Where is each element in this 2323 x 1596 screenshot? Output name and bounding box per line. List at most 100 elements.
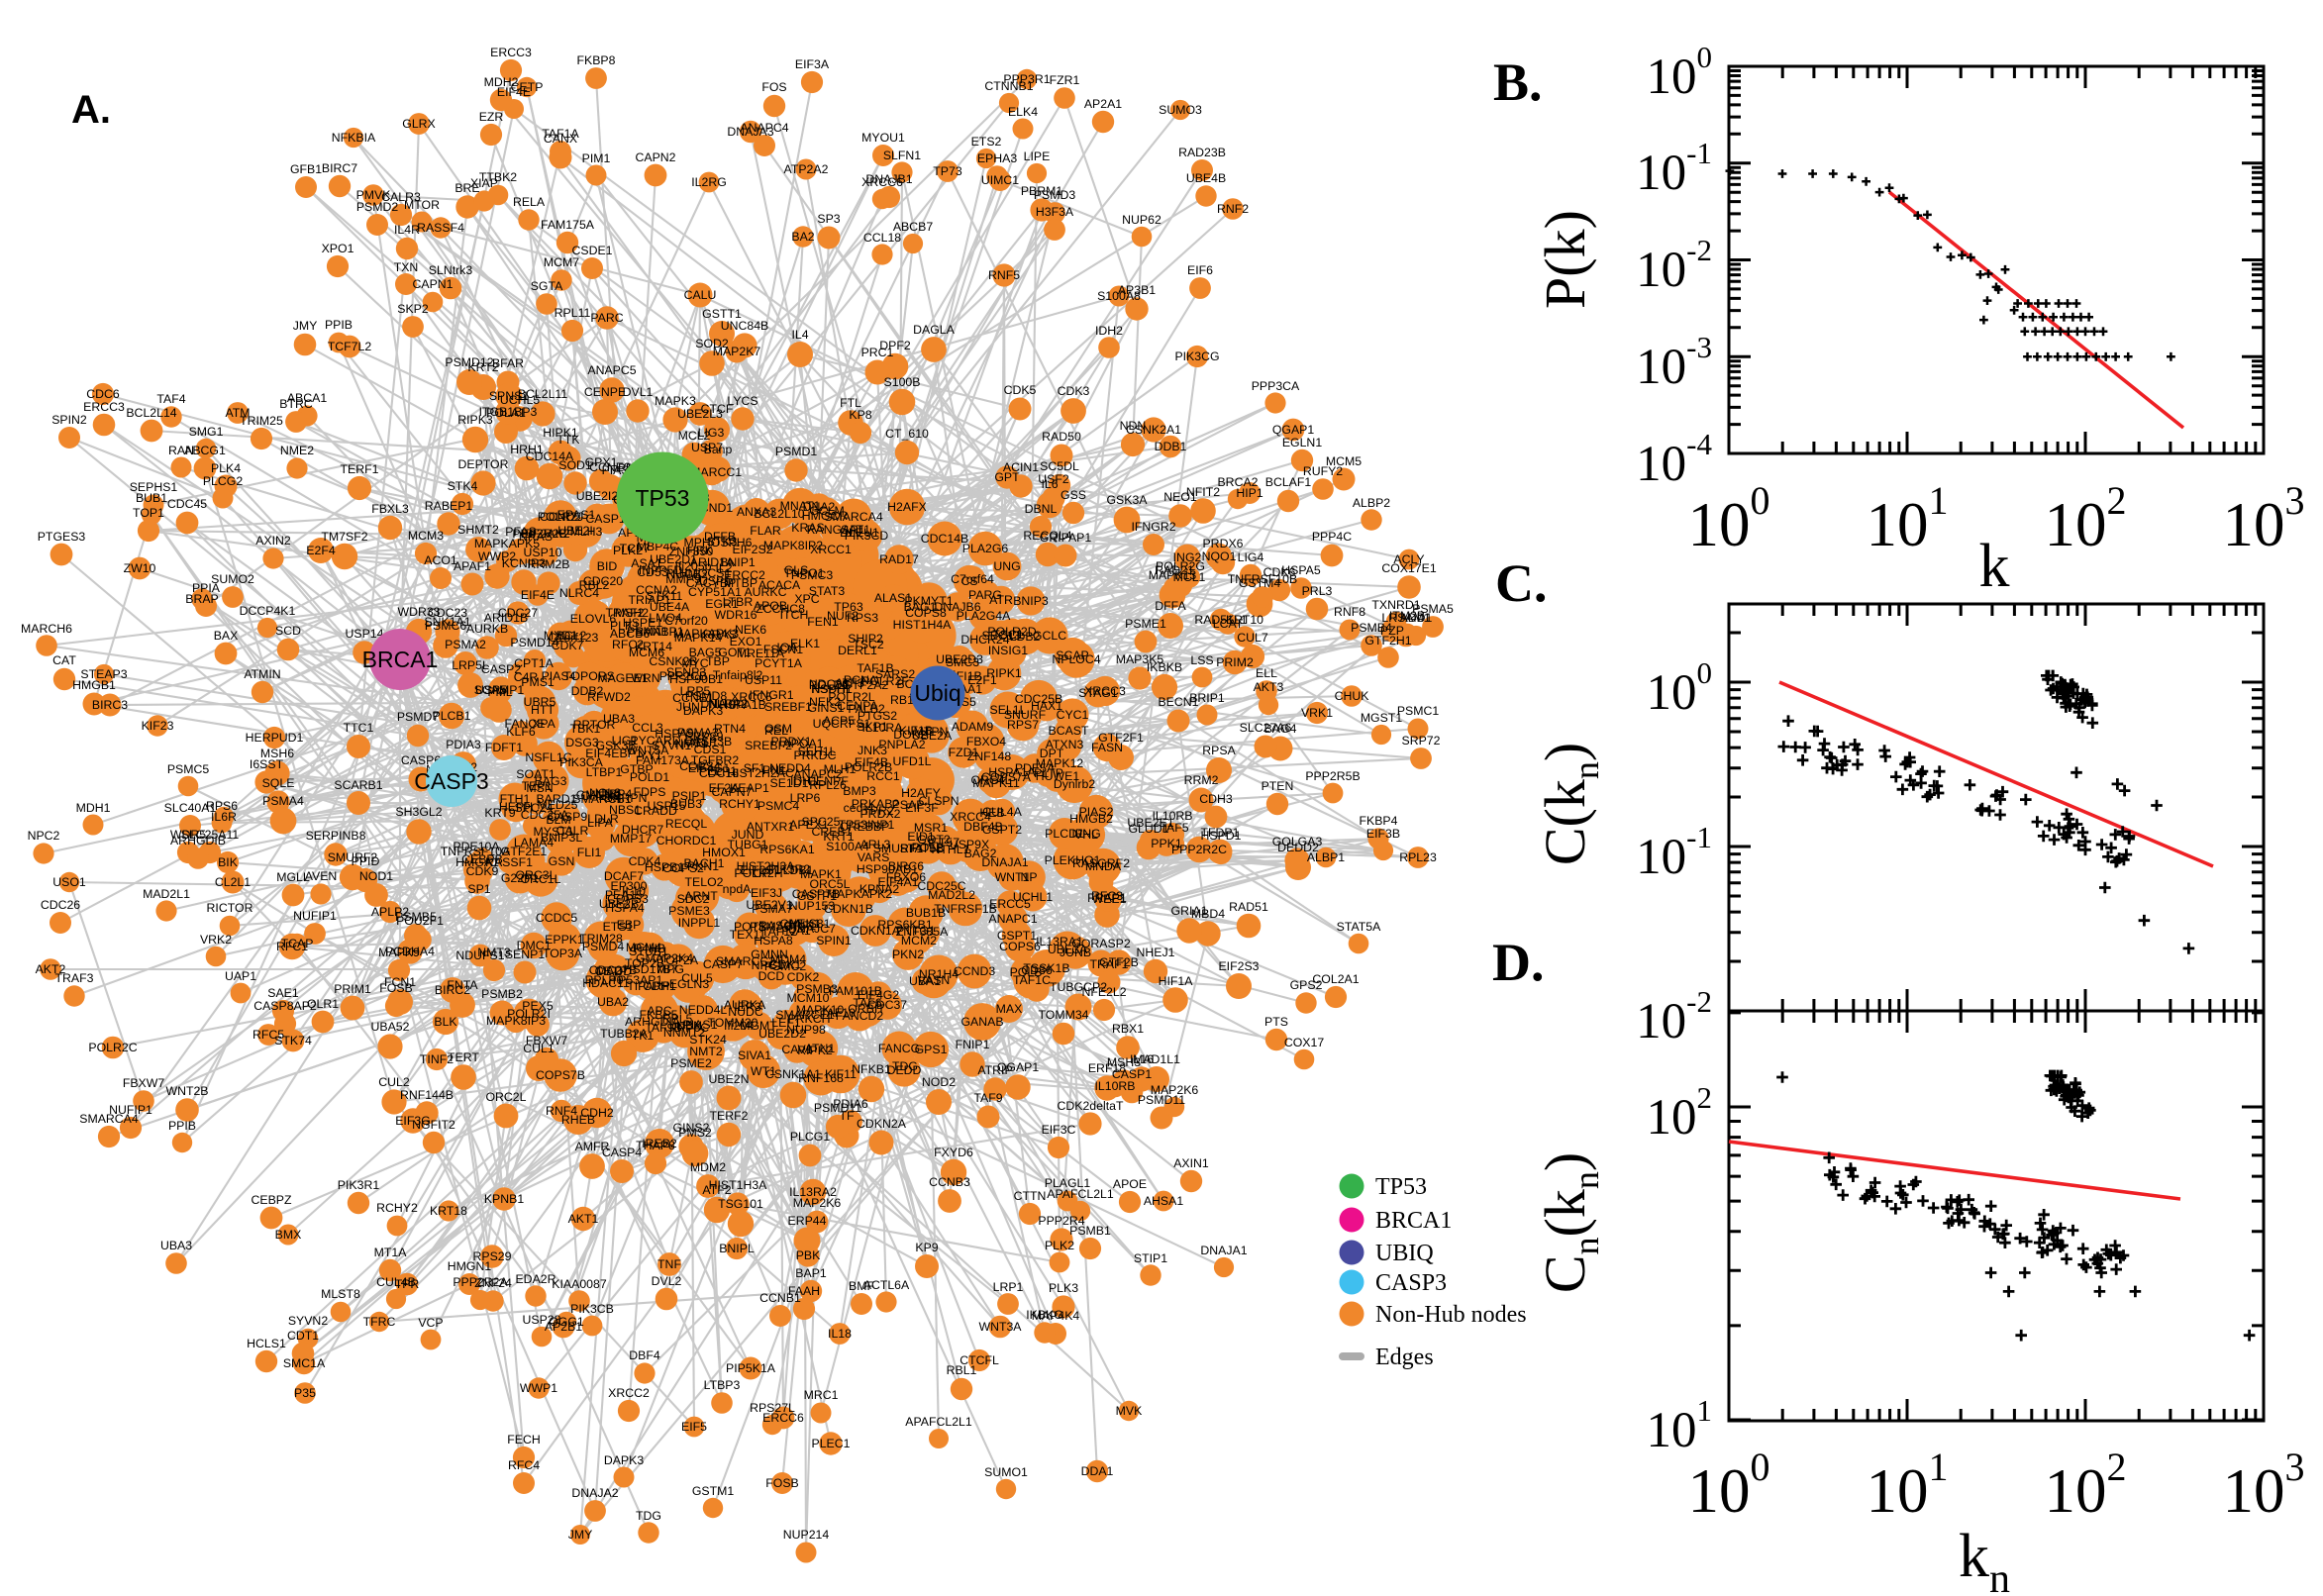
svg-text:CASP3: CASP3 bbox=[1375, 1270, 1447, 1296]
svg-text:PSMD11: PSMD11 bbox=[814, 1101, 861, 1115]
svg-text:AKT3: AKT3 bbox=[1254, 680, 1284, 694]
svg-text:RABEP1: RABEP1 bbox=[425, 499, 473, 513]
svg-text:QGAP1: QGAP1 bbox=[1272, 423, 1315, 437]
svg-text:TXN: TXN bbox=[394, 260, 419, 274]
svg-text:CL2L1: CL2L1 bbox=[215, 875, 251, 889]
svg-text:DBNL: DBNL bbox=[1025, 502, 1058, 516]
svg-text:OLR1: OLR1 bbox=[307, 997, 339, 1011]
svg-text:TAF1B: TAF1B bbox=[857, 661, 893, 675]
svg-text:FLI1: FLI1 bbox=[577, 846, 602, 859]
svg-text:CALU: CALU bbox=[684, 288, 717, 302]
svg-text:HIST1H3A: HIST1H3A bbox=[709, 1178, 768, 1192]
svg-text:ZW10: ZW10 bbox=[124, 561, 156, 575]
svg-text:PLA2G6: PLA2G6 bbox=[962, 542, 1009, 555]
svg-text:BIRC2: BIRC2 bbox=[435, 983, 470, 997]
svg-text:NUP62: NUP62 bbox=[1122, 213, 1162, 227]
svg-text:UFD1L: UFD1L bbox=[893, 754, 932, 768]
svg-text:RNF4: RNF4 bbox=[546, 1104, 577, 1118]
svg-text:SH3GL2: SH3GL2 bbox=[395, 805, 442, 819]
svg-text:PPP2R4: PPP2R4 bbox=[1038, 1214, 1084, 1228]
svg-text:FAM175A: FAM175A bbox=[541, 218, 595, 232]
svg-text:VCP: VCP bbox=[418, 1316, 443, 1330]
svg-text:SMARCA4: SMARCA4 bbox=[79, 1112, 139, 1126]
svg-text:PARG: PARG bbox=[968, 588, 1002, 602]
svg-text:NP: NP bbox=[1020, 870, 1037, 884]
svg-text:SPC25: SPC25 bbox=[802, 815, 841, 829]
svg-text:FBXL3: FBXL3 bbox=[371, 502, 409, 516]
svg-text:AXIN1: AXIN1 bbox=[1173, 1156, 1209, 1170]
svg-text:XRCC2: XRCC2 bbox=[608, 1386, 650, 1400]
svg-text:GPS1: GPS1 bbox=[915, 1043, 948, 1056]
svg-text:MT1A: MT1A bbox=[374, 1246, 408, 1259]
svg-text:EIF3F: EIF3F bbox=[905, 801, 939, 815]
svg-text:PSMD7: PSMD7 bbox=[397, 710, 440, 724]
svg-text:RAD17: RAD17 bbox=[879, 552, 919, 566]
svg-text:EGLN1: EGLN1 bbox=[1282, 436, 1322, 449]
svg-text:CETP: CETP bbox=[511, 80, 544, 94]
svg-text:RAD51: RAD51 bbox=[1229, 900, 1268, 914]
svg-text:BUB1: BUB1 bbox=[136, 491, 167, 505]
svg-text:BRCA2: BRCA2 bbox=[1217, 475, 1258, 489]
svg-text:RASSF4: RASSF4 bbox=[417, 221, 464, 235]
svg-text:Edges: Edges bbox=[1375, 1345, 1434, 1370]
svg-text:APOA1: APOA1 bbox=[782, 737, 823, 750]
svg-text:POLD1: POLD1 bbox=[630, 770, 669, 784]
svg-text:HMOX1: HMOX1 bbox=[702, 846, 746, 859]
svg-text:ACO1: ACO1 bbox=[424, 553, 457, 567]
svg-text:DDB2: DDB2 bbox=[571, 684, 604, 698]
svg-text:UBA2: UBA2 bbox=[597, 995, 629, 1009]
svg-text:EGLN3: EGLN3 bbox=[669, 977, 709, 991]
svg-text:S100A8: S100A8 bbox=[1097, 289, 1141, 303]
svg-text:RIPK1: RIPK1 bbox=[986, 666, 1022, 680]
svg-text:RPS27L: RPS27L bbox=[750, 1401, 795, 1415]
svg-text:VHL: VHL bbox=[1074, 828, 1098, 842]
svg-text:SERPINB8: SERPINB8 bbox=[306, 829, 366, 843]
svg-text:HERPUD1: HERPUD1 bbox=[246, 731, 304, 745]
svg-text:CDC45: CDC45 bbox=[167, 497, 207, 511]
svg-text:SENP3: SENP3 bbox=[666, 665, 706, 679]
svg-text:TOP1: TOP1 bbox=[133, 506, 164, 520]
svg-text:RPS3: RPS3 bbox=[847, 611, 878, 625]
svg-text:TNFRSF10B: TNFRSF10B bbox=[1228, 572, 1297, 586]
svg-text:TSC2: TSC2 bbox=[853, 638, 884, 651]
svg-text:XPO1: XPO1 bbox=[322, 242, 354, 255]
svg-text:TP53: TP53 bbox=[636, 485, 690, 511]
svg-text:PPP4C: PPP4C bbox=[1312, 530, 1352, 544]
svg-text:RUFY2: RUFY2 bbox=[1303, 464, 1343, 478]
svg-text:TCF7L2: TCF7L2 bbox=[328, 340, 372, 353]
svg-text:ING2: ING2 bbox=[1173, 550, 1202, 564]
svg-text:RPS7: RPS7 bbox=[1007, 718, 1039, 732]
svg-text:USF2: USF2 bbox=[1038, 472, 1069, 486]
svg-text:STIP1: STIP1 bbox=[1134, 1251, 1167, 1265]
svg-text:CYP51A1: CYP51A1 bbox=[688, 585, 742, 599]
svg-text:CDK5: CDK5 bbox=[1004, 383, 1037, 397]
svg-text:BUB1B: BUB1B bbox=[906, 906, 946, 920]
svg-text:BCL2L11: BCL2L11 bbox=[518, 387, 568, 401]
svg-text:IKBKG: IKBKG bbox=[1026, 1308, 1063, 1322]
svg-text:SMURF1: SMURF1 bbox=[873, 842, 924, 855]
svg-text:FOSB: FOSB bbox=[765, 1476, 798, 1490]
svg-text:RPL23: RPL23 bbox=[1399, 850, 1437, 864]
svg-text:SCD: SCD bbox=[275, 624, 301, 638]
svg-text:PMS2: PMS2 bbox=[678, 1126, 712, 1140]
svg-text:RAD21: RAD21 bbox=[1155, 563, 1194, 577]
svg-text:BCAST: BCAST bbox=[1049, 724, 1089, 738]
svg-text:DDA1: DDA1 bbox=[1081, 1464, 1114, 1478]
svg-text:FNIP1: FNIP1 bbox=[956, 1038, 990, 1051]
svg-text:RANGAP1: RANGAP1 bbox=[807, 523, 865, 537]
svg-text:ATP2A2: ATP2A2 bbox=[784, 162, 829, 176]
svg-text:CSNK1A1: CSNK1A1 bbox=[765, 1067, 821, 1081]
svg-text:CTTN: CTTN bbox=[1014, 1189, 1047, 1203]
svg-text:FOS: FOS bbox=[761, 80, 786, 94]
svg-text:GMNN2: GMNN2 bbox=[576, 788, 621, 802]
svg-text:CDK4: CDK4 bbox=[629, 854, 661, 868]
svg-text:SRP72: SRP72 bbox=[1402, 734, 1441, 748]
svg-text:CASP7B: CASP7B bbox=[792, 887, 841, 901]
svg-text:TERF2: TERF2 bbox=[710, 1109, 749, 1123]
svg-text:PIM1: PIM1 bbox=[582, 151, 611, 165]
svg-text:USP7: USP7 bbox=[691, 441, 723, 454]
svg-text:SPIN2: SPIN2 bbox=[51, 413, 87, 427]
svg-text:CCND3: CCND3 bbox=[954, 964, 996, 978]
svg-text:GSS: GSS bbox=[1060, 488, 1086, 502]
svg-text:RIPK3: RIPK3 bbox=[457, 413, 493, 427]
